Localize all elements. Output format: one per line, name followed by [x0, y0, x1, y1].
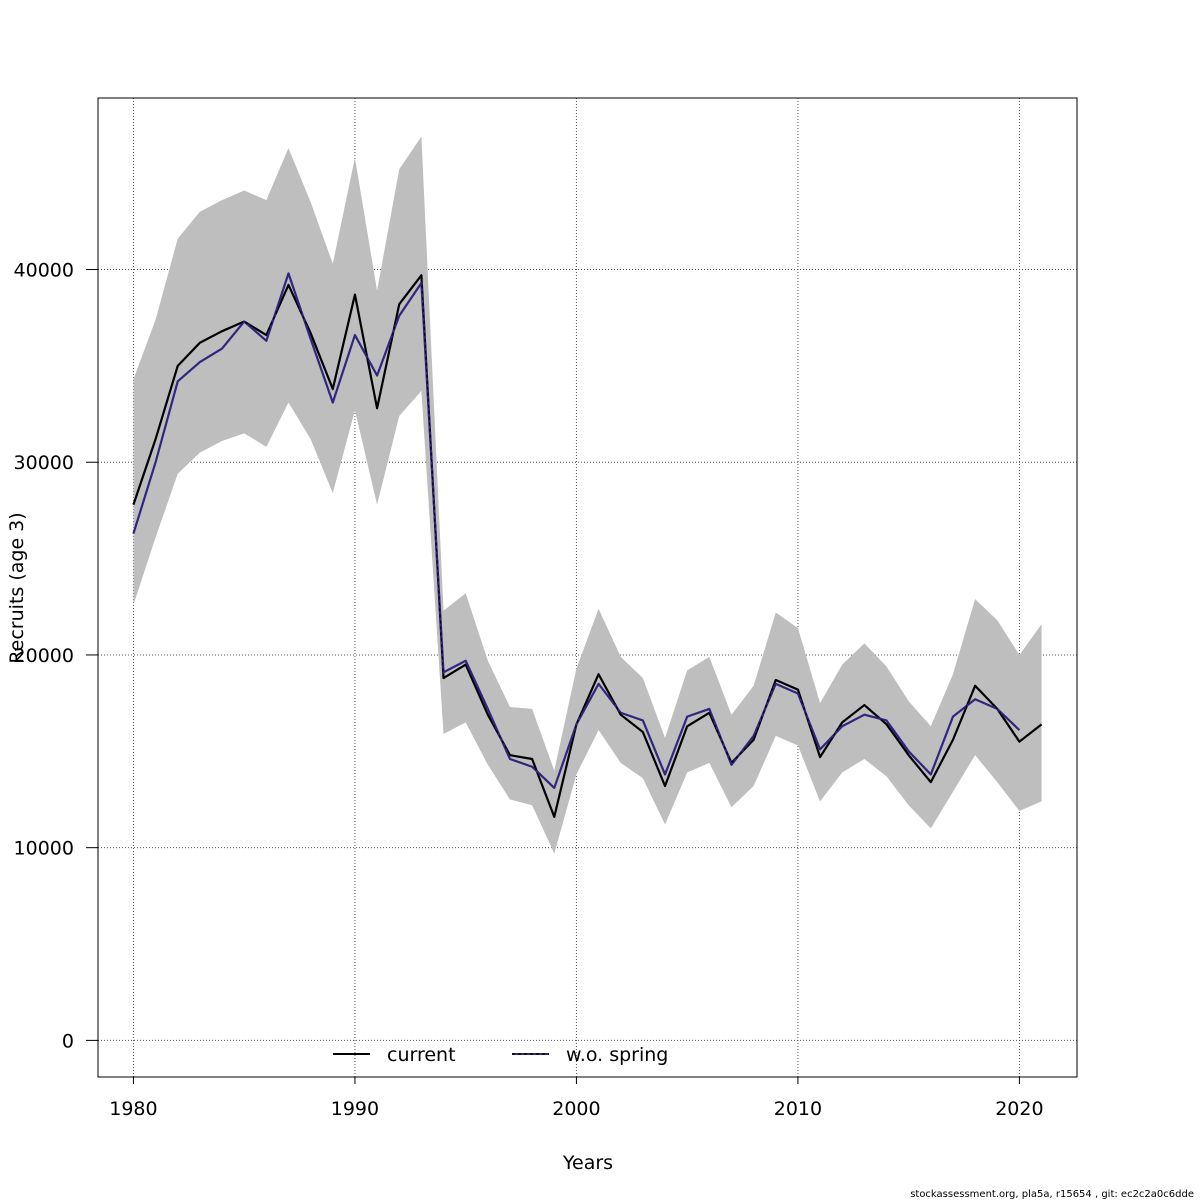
x-tick-label: 2010	[774, 1098, 822, 1120]
series-line-wo-spring	[132, 272, 1021, 790]
plot-frame	[97, 97, 1078, 1078]
y-tick-label: 10000	[14, 838, 74, 860]
y-tick-label: 20000	[14, 645, 74, 667]
y-tick-label: 0	[62, 1030, 74, 1052]
legend: current w.o. spring	[333, 1044, 668, 1066]
series-line-current-dashed	[132, 273, 1042, 819]
x-tick-label: 2020	[995, 1098, 1043, 1120]
y-tick-label: 30000	[14, 452, 74, 474]
x-tick-label: 1990	[331, 1098, 379, 1120]
y-tick-label: 40000	[14, 260, 74, 282]
y-axis-title: Recruits (age 3)	[6, 512, 28, 663]
axes: 1980 1990 2000 2010 2020 0 10000 20000 30000 4000…	[14, 260, 1044, 1120]
legend-label-current: current	[387, 1044, 456, 1066]
series-layer	[132, 272, 1043, 819]
x-tick-label: 2000	[552, 1098, 600, 1120]
legend-label-wo-spring: w.o. spring	[566, 1044, 668, 1066]
x-tick-label: 1980	[109, 1098, 157, 1120]
x-axis-title: Years	[562, 1152, 613, 1174]
footer-note: stockassessment.org, pla5a, r15654 , git…	[910, 1189, 1194, 1200]
confidence-band	[133, 136, 1042, 854]
